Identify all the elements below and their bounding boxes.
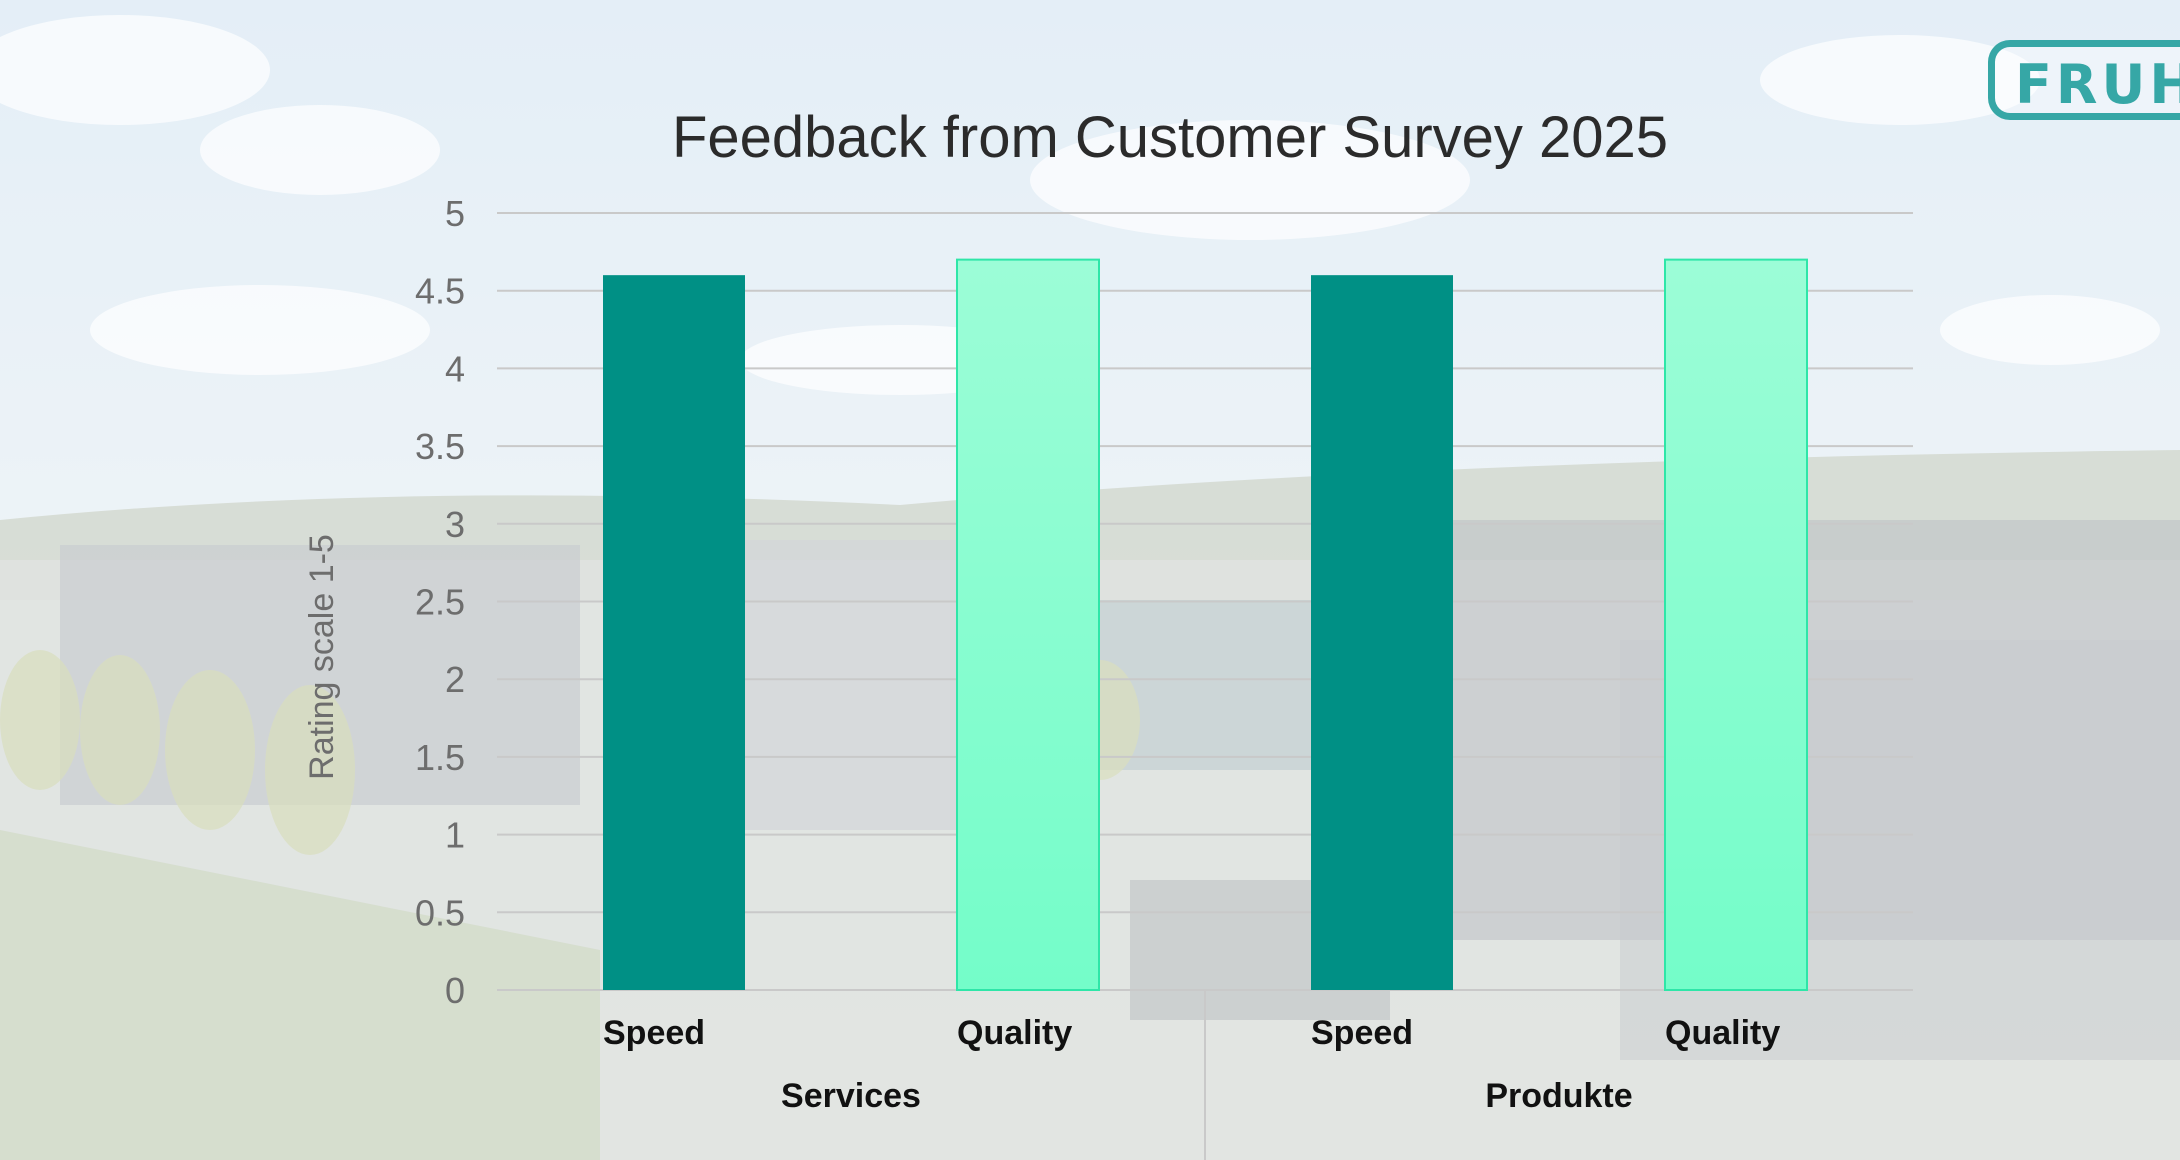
y-tick-label: 0.5 [415, 892, 465, 933]
y-tick-label: 2.5 [415, 582, 465, 623]
category-label: Speed [1311, 1014, 1413, 1052]
bar-quality-produkte [1664, 258, 1808, 991]
y-tick-label: 1 [445, 815, 465, 856]
y-tick-label: 0 [445, 970, 465, 1011]
bars [603, 258, 1808, 991]
logo-text: FRUH [2015, 53, 2180, 116]
group-label: Services [781, 1077, 921, 1115]
category-label: Quality [1665, 1014, 1780, 1052]
category-label: Speed [603, 1014, 705, 1052]
y-tick-label: 4 [445, 348, 465, 389]
category-label: Quality [957, 1014, 1072, 1052]
y-tick-label: 3 [445, 504, 465, 545]
y-tick-label: 3.5 [415, 426, 465, 467]
fruh-logo: FRUH [1988, 40, 2180, 120]
y-axis-ticks: 0 0.5 1 1.5 2 2.5 3 3.5 4 4.5 5 [415, 193, 465, 1011]
chart-title: Feedback from Customer Survey 2025 [672, 105, 1668, 170]
y-tick-label: 4.5 [415, 271, 465, 312]
bar-speed-produkte [1311, 275, 1453, 990]
y-tick-label: 5 [445, 193, 465, 234]
bar-speed-services [603, 275, 745, 990]
x-axis-labels: Speed Quality Speed Quality Services Produkte [603, 990, 1780, 1160]
y-tick-label: 2 [445, 659, 465, 700]
bar-quality-services [956, 258, 1100, 991]
y-tick-label: 1.5 [415, 737, 465, 778]
y-axis-label: Rating scale 1-5 [303, 534, 341, 780]
group-label: Produkte [1485, 1077, 1632, 1115]
